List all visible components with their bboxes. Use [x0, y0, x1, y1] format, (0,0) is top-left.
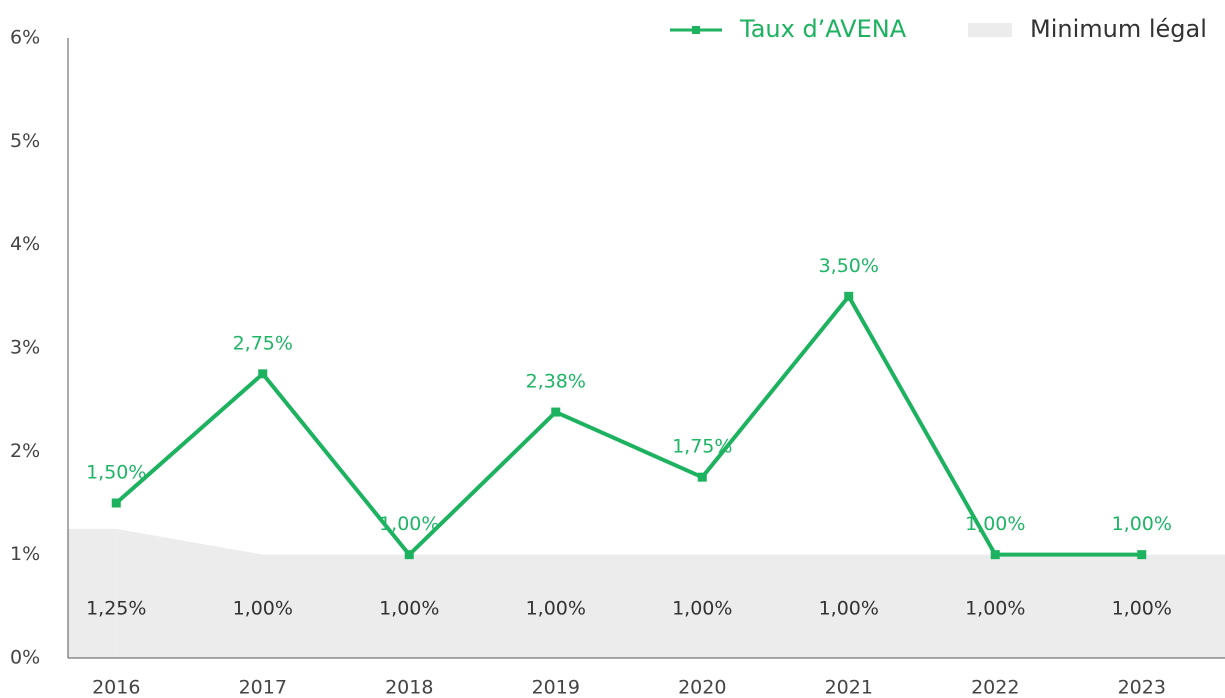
y-tick-label: 4%: [10, 233, 40, 255]
value-label: 1,00%: [379, 513, 439, 535]
area-value-label: 1,00%: [1112, 598, 1172, 620]
value-label: 3,50%: [819, 255, 879, 277]
value-label: 2,38%: [526, 371, 586, 393]
x-tick-label: 2023: [1118, 677, 1166, 698]
y-tick-label: 0%: [10, 647, 40, 669]
point: [404, 550, 414, 560]
x-tick-label: 2021: [825, 677, 873, 698]
legend-label: Minimum légal: [1030, 15, 1207, 43]
area-value-label: 1,00%: [819, 598, 879, 620]
point: [258, 369, 268, 379]
area-value-label: 1,00%: [672, 598, 732, 620]
x-tick-label: 2018: [385, 677, 433, 698]
line: [114, 294, 1142, 557]
y-tick-label: 2%: [10, 440, 40, 462]
x-tick-label: 2017: [239, 677, 287, 698]
point: [1137, 550, 1147, 560]
legend: Taux d’AVENA Minimum légal: [670, 15, 1207, 43]
y-tick-label: 5%: [10, 130, 40, 152]
x-tick-label: 2020: [678, 677, 726, 698]
x-tick-label: 2022: [971, 677, 1019, 698]
y-tick-label: 6%: [10, 27, 40, 49]
legend-swatch: [968, 23, 1012, 37]
area-value-label: 1,00%: [379, 598, 439, 620]
area-value-label: 1,25%: [86, 598, 146, 620]
value-label: 1,00%: [965, 513, 1025, 535]
area-edge: [68, 528, 117, 658]
value-label: 2,75%: [233, 332, 293, 354]
area-value-label: 1,00%: [526, 598, 586, 620]
area: [116, 528, 1142, 658]
value-label: 1,00%: [1112, 513, 1172, 535]
x-tick-label: 2016: [92, 677, 140, 698]
point: [697, 472, 707, 482]
value-label: 1,50%: [86, 462, 146, 484]
y-tick-label: 3%: [10, 337, 40, 359]
area-value-label: 1,00%: [233, 598, 293, 620]
x-tick-label: 2019: [532, 677, 580, 698]
point: [844, 291, 854, 301]
area-edge: [1141, 554, 1225, 658]
area-value-label: 1,00%: [965, 598, 1025, 620]
y-tick-label: 1%: [10, 543, 40, 565]
point: [551, 407, 561, 417]
point: [111, 498, 121, 508]
point: [990, 550, 1000, 560]
legend-label: Taux d’AVENA: [739, 15, 907, 43]
legend-marker: [692, 26, 700, 34]
value-label: 1,75%: [672, 436, 732, 458]
